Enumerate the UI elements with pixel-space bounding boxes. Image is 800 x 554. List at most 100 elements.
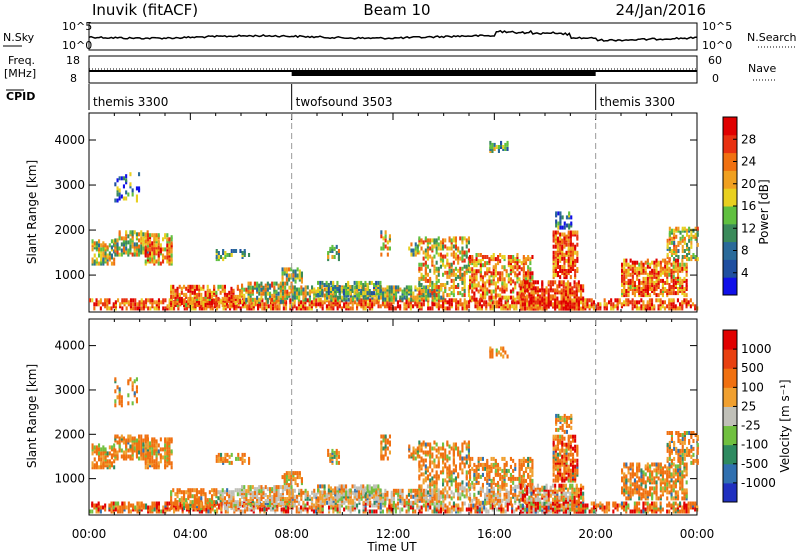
velocity-cell <box>517 505 520 510</box>
power-cell <box>554 302 557 307</box>
power-cell <box>526 296 529 301</box>
velocity-cell <box>418 505 421 510</box>
power-cell <box>507 279 510 284</box>
velocity-cell <box>122 450 125 455</box>
power-cell <box>569 246 572 251</box>
power-cell <box>414 242 417 247</box>
power-cell <box>177 306 180 311</box>
power-cell <box>446 306 449 311</box>
power-cell <box>479 285 482 290</box>
power-cell <box>612 306 615 311</box>
power-cell <box>549 296 552 301</box>
power-cell <box>418 304 421 309</box>
power-cell <box>644 283 647 287</box>
power-cell <box>674 258 677 263</box>
power-cell <box>444 283 447 287</box>
power-cell <box>125 230 128 235</box>
power-cell <box>552 280 555 285</box>
power-cell <box>215 290 218 295</box>
power-cell <box>473 291 476 296</box>
velocity-cell <box>249 485 252 490</box>
power-cell <box>418 280 421 285</box>
velocity-cell <box>653 501 656 506</box>
power-cell <box>281 267 284 272</box>
velocity-cell <box>392 503 395 508</box>
power-cell <box>672 266 675 271</box>
power-colorbar-swatch-0 <box>723 277 737 296</box>
power-cell <box>392 300 395 305</box>
power-cell <box>142 242 145 247</box>
power-cell <box>93 306 96 311</box>
velocity-cell <box>399 507 402 512</box>
power-cell <box>448 236 451 241</box>
power-cell <box>454 256 457 261</box>
power-cell <box>382 246 385 251</box>
power-cell <box>138 248 141 253</box>
power-cell <box>668 240 671 245</box>
velocity-cell <box>293 503 296 508</box>
power-cell <box>324 293 327 298</box>
velocity-cell <box>296 471 299 476</box>
power-cell <box>450 268 453 273</box>
velocity-cell <box>213 500 216 505</box>
power-cell <box>509 279 512 284</box>
power-cell <box>219 284 222 289</box>
power-cell <box>368 302 371 307</box>
power-cell <box>176 290 179 295</box>
velocity-cell <box>185 504 188 509</box>
power-cell <box>180 296 183 301</box>
power-colorbar-tick-label-6: 28 <box>741 132 756 146</box>
velocity-cell <box>157 505 160 510</box>
power-cell <box>463 270 466 275</box>
power-cell <box>494 257 497 262</box>
power-cell <box>315 302 318 307</box>
power-cell <box>655 283 658 287</box>
velocity-cell <box>155 453 158 458</box>
power-cell <box>563 221 566 226</box>
power-cell <box>625 298 628 303</box>
power-cell <box>429 293 432 298</box>
velocity-cell <box>271 495 274 499</box>
power-cell <box>360 298 363 303</box>
power-cell <box>424 260 427 265</box>
power-cell <box>219 298 222 303</box>
power-cell <box>614 298 617 303</box>
power-cell <box>467 248 470 253</box>
power-cell <box>275 289 278 294</box>
power-cell <box>357 280 360 285</box>
power-cell <box>668 232 671 237</box>
power-cell <box>539 300 542 305</box>
power-cell <box>345 306 348 311</box>
power-cell <box>206 301 209 305</box>
velocity-cell <box>685 503 688 508</box>
velocity-cell <box>493 503 496 508</box>
power-cell <box>133 242 136 247</box>
velocity-cell <box>131 436 134 441</box>
velocity-cell <box>448 507 451 512</box>
power-cell <box>560 280 563 285</box>
velocity-cell <box>159 453 162 458</box>
power-cell <box>644 270 647 275</box>
power-cell <box>310 306 313 311</box>
power-cell <box>331 244 334 249</box>
power-cell <box>368 289 371 293</box>
velocity-cell <box>401 507 404 512</box>
power-cell <box>284 281 287 286</box>
power-cell <box>273 285 276 290</box>
velocity-cell <box>638 507 641 512</box>
power-cell <box>497 279 500 284</box>
velocity-cell <box>216 507 219 512</box>
power-cell <box>674 291 677 296</box>
power-cell <box>664 287 667 291</box>
power-cell <box>410 248 413 253</box>
velocity-cell <box>110 445 113 450</box>
power-cell <box>116 252 119 257</box>
power-cell <box>332 283 335 287</box>
power-cell <box>676 298 679 303</box>
velocity-cell <box>125 438 128 443</box>
power-cell <box>442 272 445 277</box>
power-cell <box>503 295 506 300</box>
power-cell <box>437 266 440 271</box>
velocity-cell <box>142 452 145 457</box>
velocity-cell <box>273 485 276 490</box>
